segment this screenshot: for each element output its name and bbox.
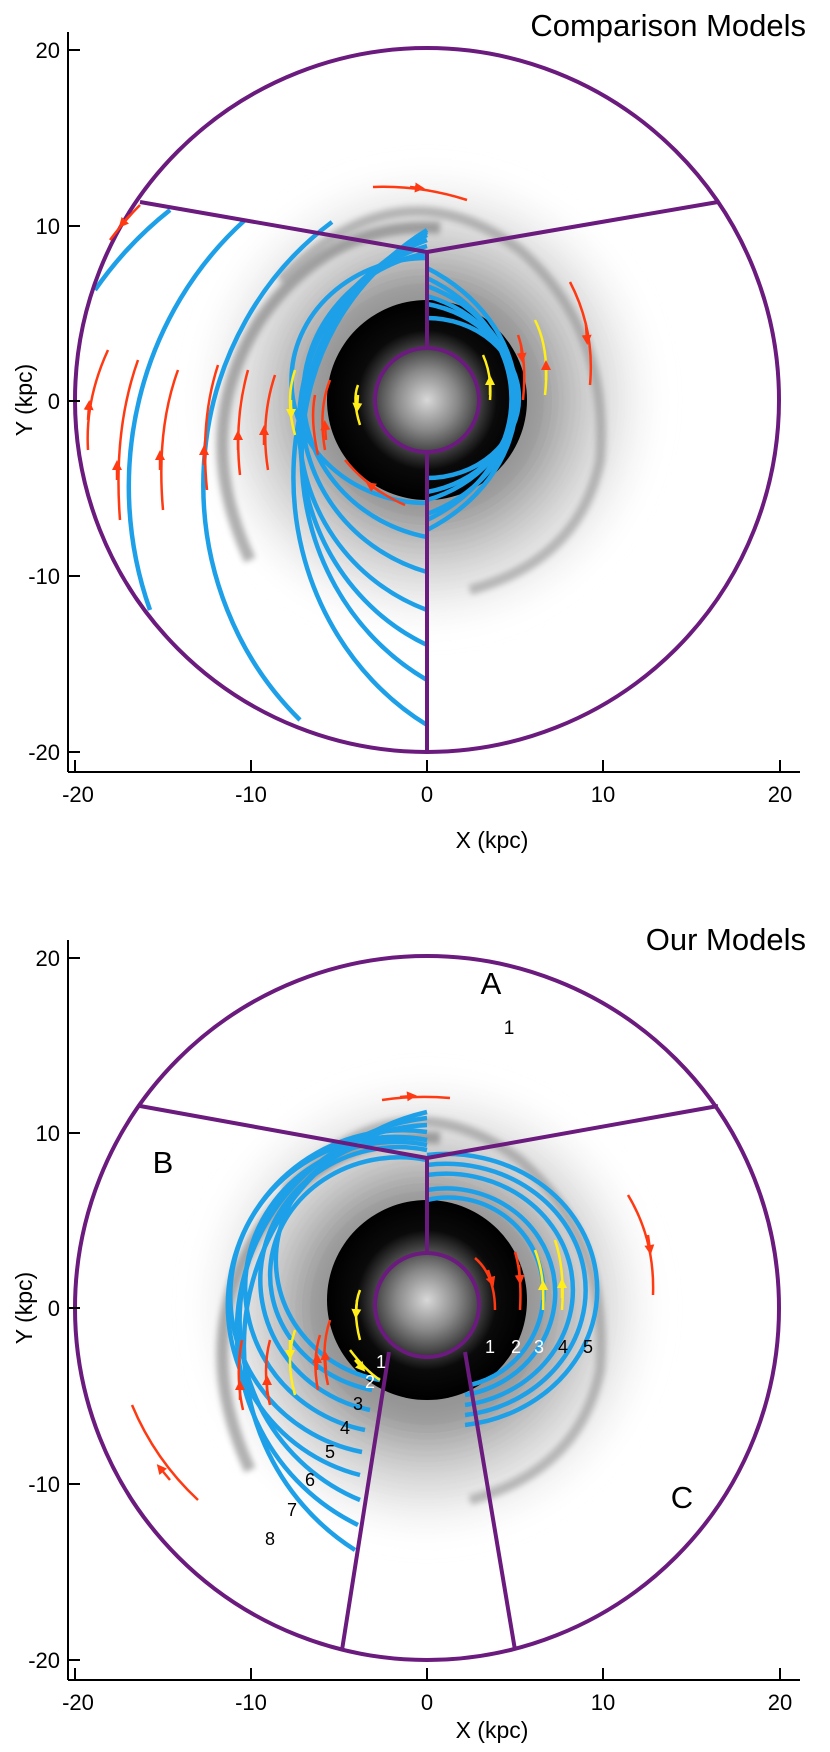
y-tick-label: 20 — [36, 946, 60, 971]
arm-number: 7 — [287, 1500, 297, 1520]
y-tick-label: -10 — [28, 1472, 60, 1497]
y-tick-label: 20 — [36, 38, 60, 63]
galaxy-image — [177, 150, 677, 650]
y-tick-label: -20 — [28, 740, 60, 765]
panel-our-models: Our Models — [11, 922, 806, 1743]
y-tick-label: -10 — [28, 564, 60, 589]
arm-number: 5 — [325, 1442, 335, 1462]
arm-number: 2 — [365, 1372, 375, 1392]
x-tick-labels: -20 -10 0 10 20 — [62, 782, 792, 807]
x-tick-label: 20 — [768, 782, 792, 807]
y-tick-label: 0 — [48, 389, 60, 414]
region-labels: A B C 1 — [153, 966, 694, 1515]
x-tick-label: -20 — [62, 1690, 94, 1715]
x-tick-label: 20 — [768, 1690, 792, 1715]
arm-number: 6 — [305, 1470, 315, 1490]
y-tick-labels: 20 10 0 -10 -20 — [28, 946, 60, 1673]
y-tick-label: -20 — [28, 1648, 60, 1673]
arm-number-right: 1 — [485, 1337, 495, 1357]
arm-number-right: 3 — [534, 1337, 544, 1357]
y-tick-label: 10 — [36, 214, 60, 239]
flow-arrows — [83, 182, 593, 521]
region-label-c: C — [671, 1480, 693, 1515]
x-tick-label: -20 — [62, 782, 94, 807]
panel-title: Our Models — [646, 922, 806, 957]
arm-number: 4 — [340, 1418, 350, 1438]
y-axis-label: Y (kpc) — [11, 1272, 37, 1344]
flow-arrows — [130, 1091, 655, 1501]
region-label-a: A — [481, 966, 502, 1001]
x-tick-label: 0 — [421, 1690, 433, 1715]
x-tick-labels: -20 -10 0 10 20 — [62, 1690, 792, 1715]
region-label-b: B — [153, 1145, 174, 1180]
x-axis-label: X (kpc) — [456, 827, 529, 853]
arm-number: 8 — [265, 1529, 275, 1549]
x-tick-label: 10 — [591, 1690, 615, 1715]
panel-comparison: Comparison Models — [11, 8, 806, 853]
x-tick-label: -10 — [235, 782, 267, 807]
x-tick-label: 0 — [421, 782, 433, 807]
arm-number-right: 2 — [511, 1337, 521, 1357]
x-axis-label: X (kpc) — [456, 1717, 529, 1743]
arm-number: 1 — [376, 1352, 386, 1372]
panel-title: Comparison Models — [530, 8, 806, 43]
y-tick-label: 0 — [48, 1296, 60, 1321]
y-tick-label: 10 — [36, 1121, 60, 1146]
y-axis-label: Y (kpc) — [11, 364, 37, 436]
y-tick-labels: 20 10 0 -10 -20 — [28, 38, 60, 765]
region-sub-label: 1 — [504, 1018, 515, 1039]
axes — [67, 32, 800, 773]
arm-numbers: 1 2 3 4 5 6 7 8 1 2 3 4 5 — [265, 1337, 593, 1549]
x-tick-label: -10 — [235, 1690, 267, 1715]
galaxy-image — [177, 1058, 677, 1558]
x-tick-label: 10 — [591, 782, 615, 807]
axes — [67, 940, 800, 1681]
arm-number: 3 — [353, 1394, 363, 1414]
arm-number-right: 4 — [558, 1337, 568, 1357]
arm-number-right: 5 — [583, 1337, 593, 1357]
